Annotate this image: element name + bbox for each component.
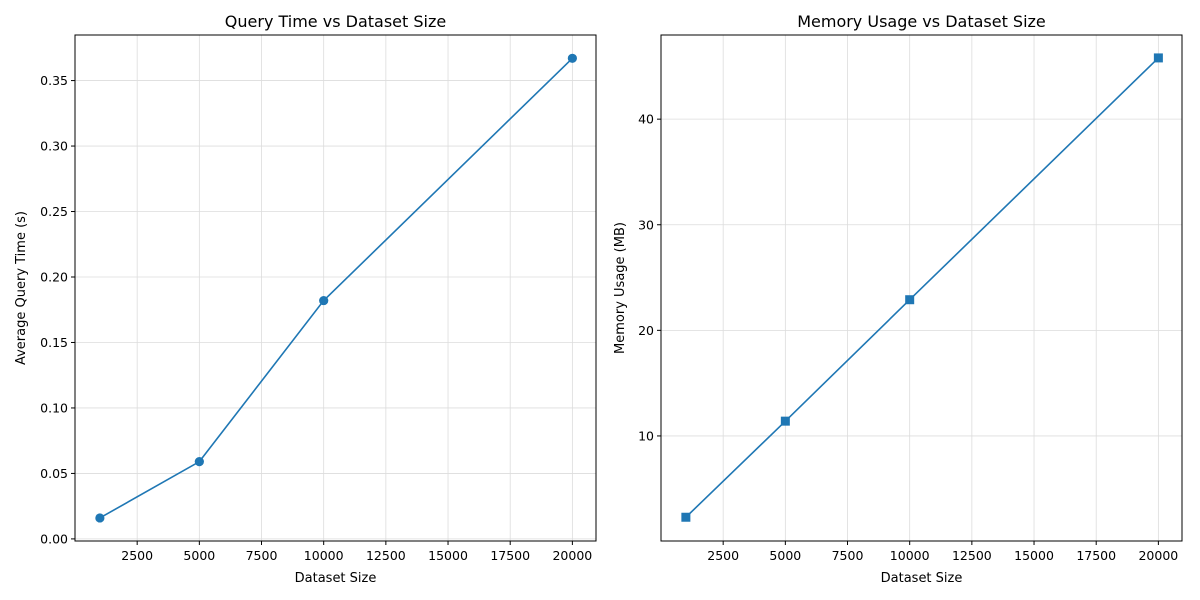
y-tick-label: 20 <box>638 323 654 338</box>
memory-usage-chart: 2500 5000 7500 10000 12500 15000 17500 20000 10 2… <box>613 12 1183 586</box>
x-tick-label: 12500 <box>952 548 992 563</box>
query-time-data-point <box>95 513 105 523</box>
plot-frame <box>660 34 1183 542</box>
y-tick-label: 0.15 <box>40 335 68 350</box>
y-axis-label: Average Query Time (s) <box>14 211 29 365</box>
y-tick-label: 0.20 <box>40 270 68 285</box>
x-tick-label: 7500 <box>246 548 278 563</box>
x-tick-label: 2500 <box>121 548 153 563</box>
x-tick-label: 20000 <box>552 548 592 563</box>
x-tick-label: 15000 <box>428 548 468 563</box>
y-tick-label: 0.10 <box>40 400 68 415</box>
x-tick-label: 5000 <box>183 548 215 563</box>
y-tick-label: 0.35 <box>40 73 68 88</box>
y-tick-label: 0.25 <box>40 204 68 219</box>
query-time-title: Query Time vs Dataset Size <box>225 12 446 31</box>
x-tick-label: 17500 <box>1076 548 1116 563</box>
x-axis-label: Dataset Size <box>295 571 377 586</box>
x-tick-label: 2500 <box>707 548 739 563</box>
y-tick-label: 0.30 <box>40 139 68 154</box>
query-time-series-line <box>99 57 573 519</box>
query-time-chart: 2500 5000 7500 10000 12500 15000 17500 20000 0.0… <box>14 12 597 586</box>
memory-usage-data-point <box>681 512 691 522</box>
query-time-data-point <box>319 295 329 306</box>
x-tick-label: 12500 <box>366 548 406 563</box>
y-tick-label: 40 <box>638 112 654 127</box>
x-tick-label: 17500 <box>490 548 530 563</box>
x-tick-label: 15000 <box>1014 548 1054 563</box>
query-time-data-point <box>567 53 577 63</box>
x-tick-label: 7500 <box>832 548 864 563</box>
y-tick-label: 30 <box>638 217 654 232</box>
y-axis-label: Memory Usage (MB) <box>613 222 628 354</box>
memory-usage-data-point <box>780 416 790 426</box>
y-tick-label: 0.05 <box>40 466 68 481</box>
plot-frame <box>74 34 597 542</box>
memory-usage-series-line <box>685 57 1159 518</box>
memory-usage-title: Memory Usage vs Dataset Size <box>797 12 1046 31</box>
y-tick-label: 10 <box>638 428 654 443</box>
query-time-data-point <box>194 457 204 467</box>
x-axis-label: Dataset Size <box>881 571 963 586</box>
memory-usage-data-point <box>1153 53 1163 63</box>
y-tick-label: 0.00 <box>40 531 68 546</box>
memory-usage-data-point <box>905 295 915 305</box>
x-tick-label: 20000 <box>1138 548 1178 563</box>
x-tick-label: 10000 <box>890 548 930 563</box>
x-tick-label: 10000 <box>304 548 344 563</box>
x-tick-label: 5000 <box>769 548 801 563</box>
